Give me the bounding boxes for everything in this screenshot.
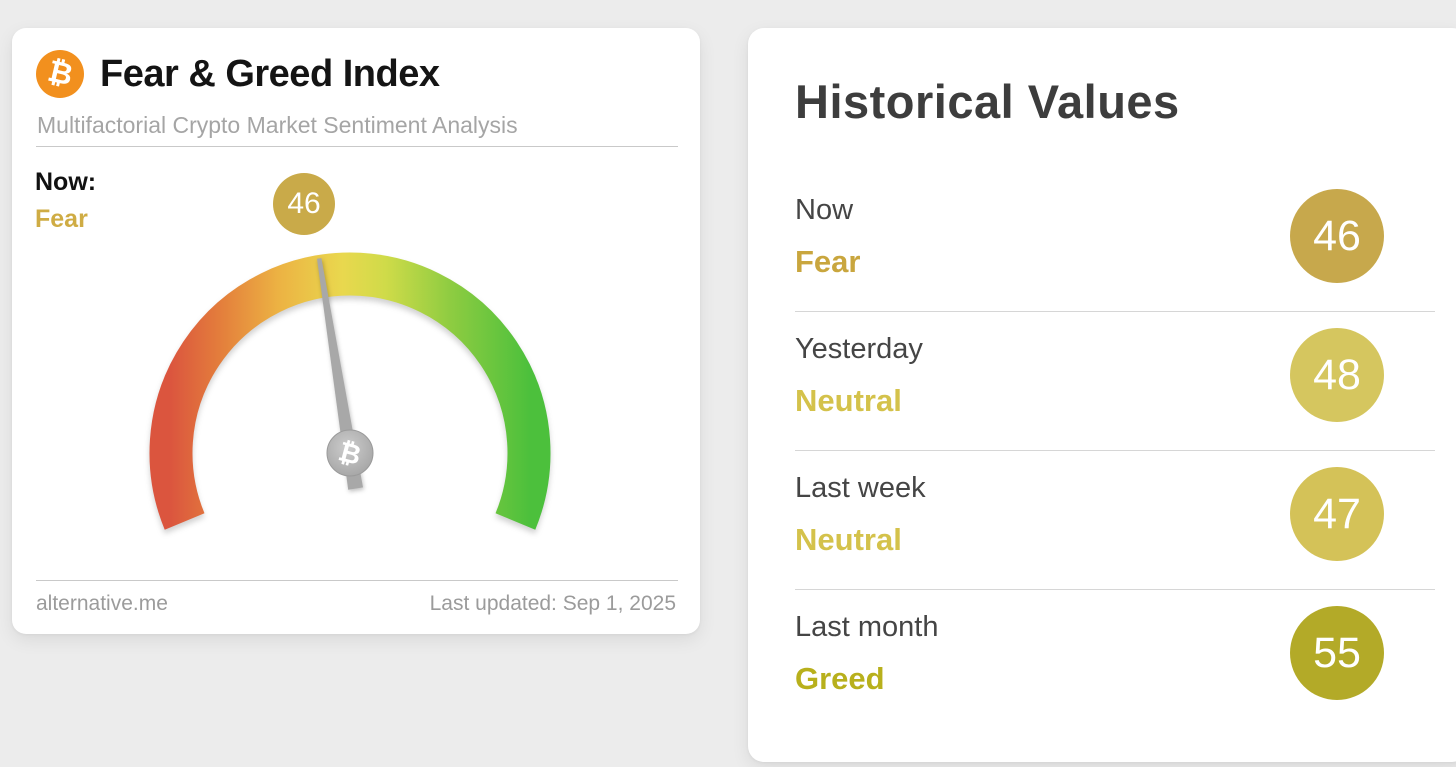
alternative-me-link[interactable]: alternative.me [36,592,168,615]
value-badge: 48 [1290,328,1384,422]
value-badge: 47 [1290,467,1384,561]
classification-label: Neutral [795,522,902,557]
historical-rows: Now Fear 46 Yesterday Neutral 48 Last week Neut… [795,173,1435,728]
historical-row: Last week Neutral 47 [795,451,1435,590]
bitcoin-symbol: ₿ [44,53,76,94]
value-badge: 46 [1290,189,1384,283]
gauge-arc [149,252,551,530]
classification-label: Neutral [795,383,902,418]
period-label: Last month [795,611,939,643]
fear-greed-header: ₿ Fear & Greed Index [36,50,440,98]
needle-hub [326,429,374,477]
card-subtitle: Multifactorial Crypto Market Sentiment A… [37,112,518,138]
gauge-value-badge: 46 [273,173,335,235]
historical-row: Yesterday Neutral 48 [795,312,1435,451]
header-divider [36,146,678,147]
period-label: Last week [795,472,926,504]
fear-greed-card: ₿ Fear & Greed Index Multifactorial Cryp… [12,28,700,634]
classification-label: Greed [795,661,885,696]
last-updated-text: Last updated: Sep 1, 2025 [429,592,676,615]
card-title: Fear & Greed Index [100,52,440,95]
bitcoin-icon: ₿ [36,50,84,98]
historical-title: Historical Values [795,75,1180,128]
period-label: Now [795,194,854,226]
historical-row: Last month Greed 55 [795,590,1435,728]
historical-values-card: Historical Values Now Fear 46 Yesterday Neut… [748,28,1456,762]
classification-label: Fear [795,244,861,279]
gauge-svg: ₿ [149,252,551,530]
historical-row: Now Fear 46 [795,173,1435,312]
now-classification: Fear [35,205,88,233]
footer-divider [36,580,678,581]
card-footer: alternative.me Last updated: Sep 1, 2025 [36,592,676,616]
gauge: ₿ [70,228,630,568]
value-badge: 55 [1290,606,1384,700]
now-label: Now: [35,168,97,196]
period-label: Yesterday [795,333,923,365]
